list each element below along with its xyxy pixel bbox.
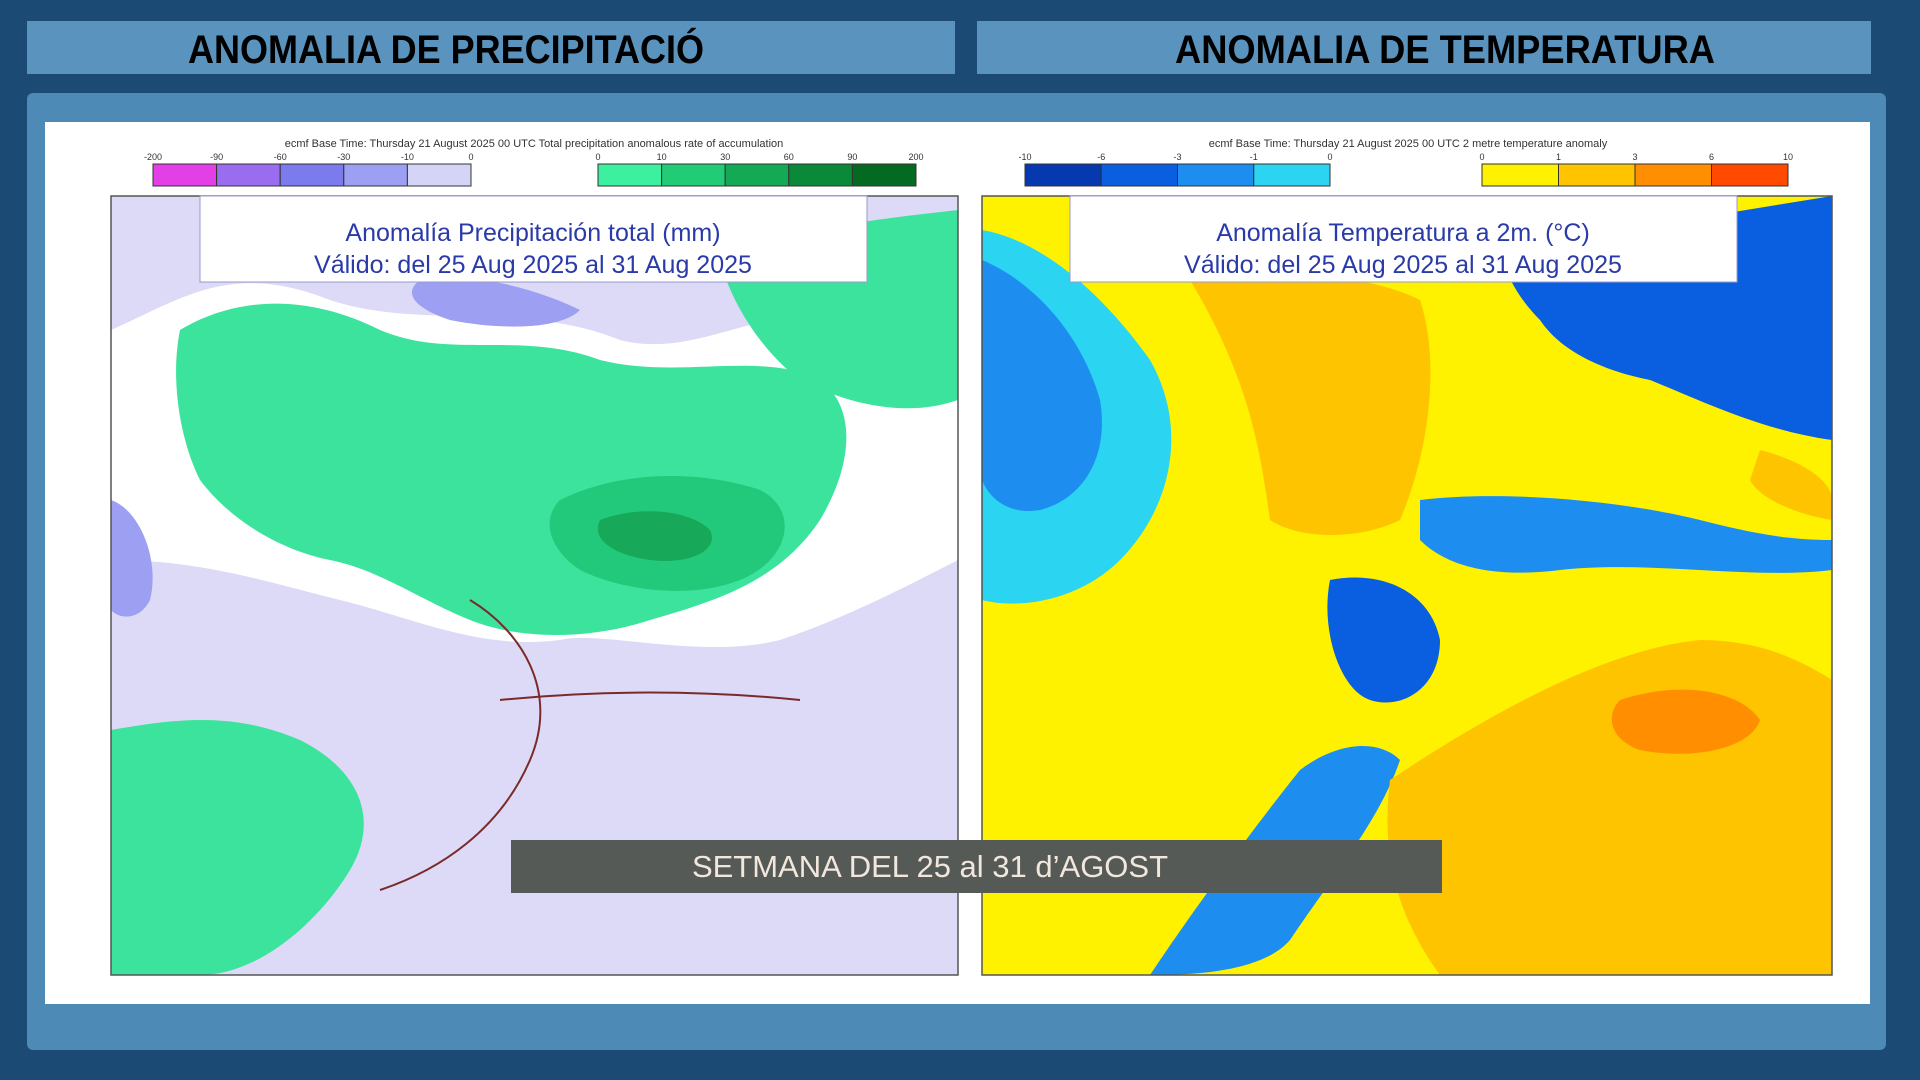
legend-swatch: [1100, 163, 1178, 187]
legend-tick-label: 0: [468, 152, 473, 162]
legend-tick-label: 30: [720, 152, 730, 162]
base-time: ecmf Base Time: Thursday 21 August 2025 …: [285, 138, 784, 150]
legend-tick-label: 10: [657, 152, 667, 162]
map-title: Anomalía Temperatura a 2m. (°C): [1216, 219, 1590, 247]
legend-swatch: [661, 163, 726, 187]
legend-swatch: [1024, 163, 1102, 187]
legend-tick-label: -30: [337, 152, 350, 162]
map-title: Anomalía Precipitación total (mm): [345, 219, 720, 247]
map-validity: Válido: del 25 Aug 2025 al 31 Aug 2025: [1184, 251, 1622, 279]
legend-swatch: [597, 163, 663, 187]
legend-swatch: [1481, 163, 1559, 187]
legend-swatch: [788, 163, 853, 187]
legend-tick-label: 1: [1556, 152, 1561, 162]
legend-tick-label: 0: [1479, 152, 1484, 162]
header-title: ANOMALIA DE PRECIPITACIÓ: [188, 26, 704, 72]
legend-tick-label: 3: [1632, 152, 1637, 162]
legend-swatch: [406, 163, 472, 187]
header-title: ANOMALIA DE TEMPERATURA: [1175, 28, 1715, 72]
legend-tick-label: -60: [274, 152, 287, 162]
map-title-box: [1069, 195, 1738, 283]
map-title-box: [199, 195, 868, 283]
legend-tick-label: -10: [1018, 152, 1031, 162]
caption-bar: [511, 840, 1442, 893]
legend-swatch: [851, 163, 917, 187]
legend-swatch: [216, 163, 281, 187]
legend-tick-label: -6: [1097, 152, 1105, 162]
legend-tick-label: -90: [210, 152, 223, 162]
legend-swatch: [1253, 163, 1331, 187]
legend-tick-label: 6: [1709, 152, 1714, 162]
legend-tick-label: 0: [595, 152, 600, 162]
legend-tick-label: 0: [1327, 152, 1332, 162]
legend-tick-label: 90: [847, 152, 857, 162]
base-time: ecmf Base Time: Thursday 21 August 2025 …: [1209, 138, 1608, 150]
map-validity: Válido: del 25 Aug 2025 al 31 Aug 2025: [314, 251, 752, 279]
legend-swatch: [724, 163, 790, 187]
header-bar: [27, 21, 955, 74]
header-bar: [977, 21, 1871, 74]
legend-swatch: [1634, 163, 1712, 187]
legend-tick-label: 10: [1783, 152, 1793, 162]
caption: SETMANA DEL 25 al 31 d’AGOST: [692, 849, 1168, 884]
legend-tick-label: 60: [784, 152, 794, 162]
legend-swatch: [343, 163, 408, 187]
legend-swatch: [152, 163, 218, 187]
legend-tick-label: -10: [401, 152, 414, 162]
legend-tick-label: -200: [144, 152, 162, 162]
legend-tick-label: 200: [908, 152, 923, 162]
legend-tick-label: -1: [1250, 152, 1258, 162]
legend-tick-label: -3: [1173, 152, 1181, 162]
legend-swatch: [1177, 163, 1255, 187]
legend-swatch: [1711, 163, 1789, 187]
legend-swatch: [279, 163, 345, 187]
legend-swatch: [1558, 163, 1636, 187]
